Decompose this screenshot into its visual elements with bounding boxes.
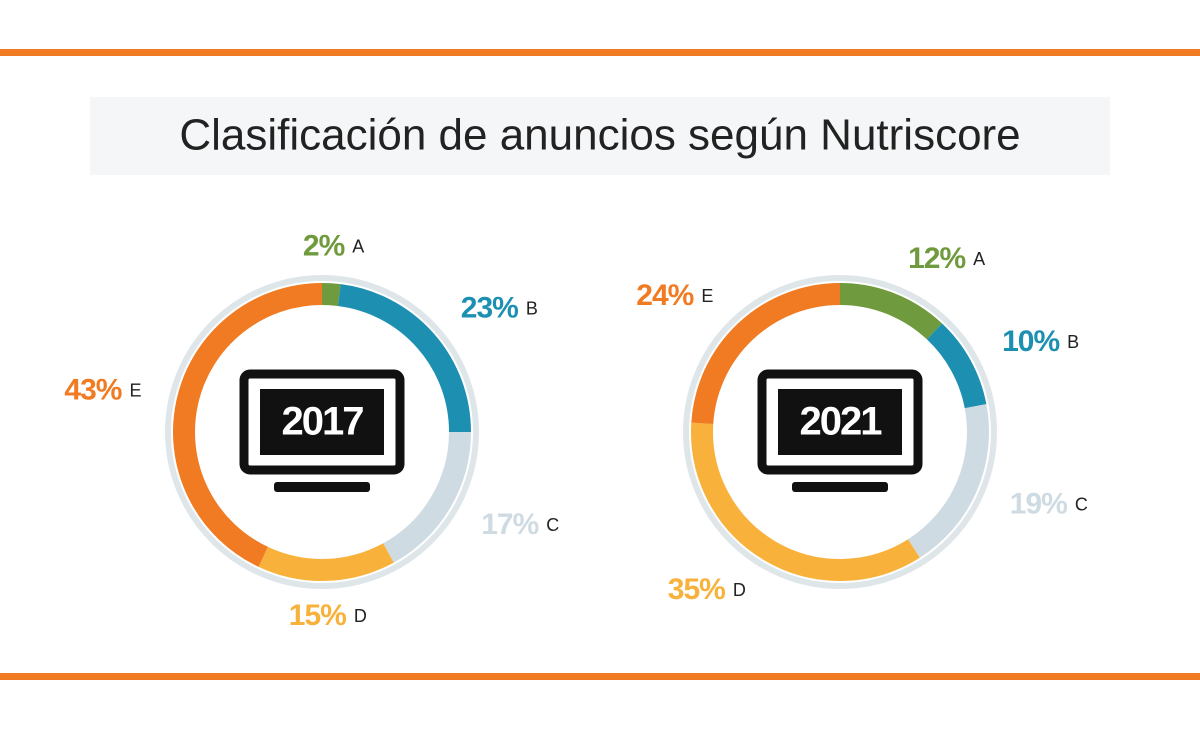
donut-segment [691, 422, 920, 581]
value-label: 19% [1010, 487, 1067, 520]
category-label: B [526, 298, 538, 318]
value-label: 43% [64, 374, 121, 407]
value-label: 17% [481, 508, 538, 541]
category-label: D [354, 606, 367, 626]
donut-segment [321, 283, 341, 307]
segment-label: 19% C [1010, 487, 1088, 520]
outer-ring [683, 275, 997, 589]
segment-label: 12% A [908, 242, 985, 275]
value-label: 12% [908, 242, 965, 275]
category-label: A [973, 249, 985, 269]
category-label: D [733, 580, 746, 600]
segment-label: 2% A [303, 229, 364, 262]
year-label: 2017 [282, 400, 364, 444]
value-label: 15% [289, 599, 346, 632]
donut-segment [173, 283, 323, 567]
segment-label: 15% D [289, 599, 367, 632]
segment-label: 24% E [636, 279, 713, 312]
monitor-screen [778, 389, 902, 455]
segment-label: 10% B [1002, 325, 1079, 358]
value-label: 35% [668, 573, 725, 606]
donut-segment [839, 283, 942, 340]
top-rule [0, 49, 1200, 56]
donut-segment [337, 284, 471, 433]
segment-label: 23% B [461, 292, 538, 325]
segment-label: 43% E [64, 374, 141, 407]
value-label: 10% [1002, 325, 1059, 358]
donut-segment [382, 431, 471, 563]
value-label: 24% [636, 279, 693, 312]
monitor-frame [757, 369, 923, 475]
donut-segment [691, 283, 841, 425]
monitor-stand [274, 482, 370, 492]
year-label: 2021 [800, 400, 883, 444]
title-band [90, 97, 1110, 175]
bottom-rule [0, 673, 1200, 680]
donut-segment [258, 543, 394, 581]
category-label: E [701, 286, 713, 306]
value-label: 23% [461, 292, 518, 325]
category-label: C [1075, 494, 1088, 514]
segment-label: 35% D [668, 573, 746, 606]
donut-segment [907, 404, 989, 558]
value-label: 2% [303, 229, 345, 262]
category-label: A [352, 236, 364, 256]
category-label: B [1067, 332, 1079, 352]
page-title: Clasificación de anuncios según Nutrisco… [179, 111, 1020, 160]
outer-ring [165, 275, 479, 589]
monitor-screen [260, 389, 384, 455]
category-label: C [546, 515, 559, 535]
monitor-stand [792, 482, 888, 492]
category-label: E [129, 380, 141, 400]
monitor-frame [239, 369, 405, 475]
segment-label: 17% C [481, 508, 559, 541]
donut-segment [926, 323, 987, 409]
